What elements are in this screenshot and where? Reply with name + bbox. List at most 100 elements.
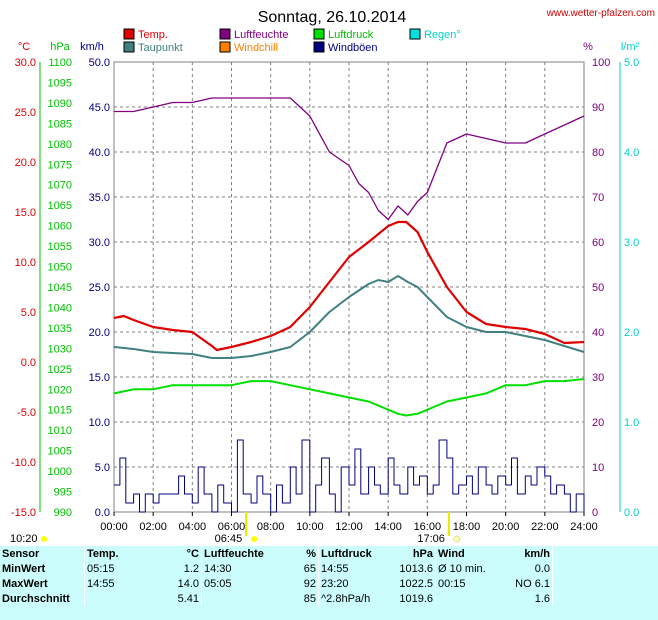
stats-time — [84, 591, 159, 606]
humidity-tick-label: 40 — [592, 327, 604, 339]
humidity-tick-label: 60 — [592, 237, 604, 249]
pressure-tick-label: 990 — [54, 507, 72, 519]
legend-swatch — [123, 28, 135, 40]
stats-time: 00:15 — [435, 576, 510, 591]
legend-label: Windböen — [328, 42, 378, 54]
stats-value: 1019.6 — [399, 592, 433, 605]
stats-header-press-unit: hPa — [412, 547, 433, 560]
stats-row-min: MinWert 05:15 1.2 14:30 65 14:55 1013.6 … — [0, 561, 658, 576]
stats-label: MaxWert — [2, 577, 48, 590]
legend-label: Windchill — [234, 42, 278, 54]
stats-value: 14.0 — [177, 577, 199, 590]
rain-tick-label: 0.0 — [624, 507, 639, 519]
x-tick-label: 12:00 — [335, 521, 363, 533]
stats-value: 65 — [303, 562, 316, 575]
pressure-tick-label: 1075 — [48, 159, 72, 171]
stats-time: ^2.8hPa/h — [318, 591, 393, 606]
series-line-luftdruck — [113, 378, 585, 417]
humidity-tick-label: 10 — [592, 462, 604, 474]
stats-row-max: MaxWert 14:55 14.0 05:05 92 23:20 1022.5… — [0, 576, 658, 591]
temp-tick-label: 0.0 — [21, 357, 36, 369]
wind-tick-label: 30.0 — [89, 237, 110, 249]
humidity-tick-label: 0 — [592, 507, 598, 519]
chart-title: Sonntag, 26.10.2014 — [258, 9, 407, 26]
humidity-tick-label: 50 — [592, 282, 604, 294]
stats-label: MinWert — [2, 562, 46, 575]
stats-time: 05:05 — [201, 576, 276, 591]
pressure-tick-label: 1080 — [48, 139, 72, 151]
wind-tick-label: 5.0 — [95, 462, 110, 474]
stats-header-press: Luftdruck — [318, 546, 393, 561]
rain-tick-label: 3.0 — [624, 237, 639, 249]
humidity-tick-label: 100 — [592, 57, 610, 69]
pressure-tick-label: 1020 — [48, 384, 72, 396]
x-tick-label: 18:00 — [453, 521, 481, 533]
x-tick-label: 06:00 — [218, 521, 246, 533]
pressure-tick-label: 1015 — [48, 405, 72, 417]
temp-tick-label: -5.0 — [17, 407, 36, 419]
stats-table: Sensor Temp. °C Luftfeuchte % Luftdruck … — [0, 546, 658, 606]
stats-time: 14:55 — [84, 576, 159, 591]
legend-swatch — [123, 41, 135, 53]
x-tick-label: 16:00 — [414, 521, 442, 533]
stats-value: 0.0 — [534, 562, 550, 575]
y-axes: 30.0 25.0 20.0 15.0 10.0 5.0 0.0 -5.0 -10.0 -15.0… — [11, 57, 639, 519]
stats-header-hum-unit: % — [306, 547, 316, 560]
x-tick-label: 04:00 — [179, 521, 207, 533]
pressure-tick-label: 1035 — [48, 323, 72, 335]
pressure-tick-label: 1055 — [48, 241, 72, 253]
stats-header-sensor: Sensor — [2, 547, 40, 560]
rain-tick-label: 1.0 — [624, 417, 639, 429]
pressure-tick-label: 1060 — [48, 221, 72, 233]
x-tick-label: 24:00 — [570, 521, 598, 533]
stats-time: 23:20 — [318, 576, 393, 591]
site-link[interactable]: www.wetter-pfalzen.com — [546, 8, 655, 19]
wind-tick-label: 35.0 — [89, 192, 110, 204]
stats-time: 14:55 — [318, 561, 393, 576]
pressure-tick-label: 1030 — [48, 343, 72, 355]
x-tick-label: 10:00 — [296, 521, 324, 533]
humidity-tick-label: 70 — [592, 192, 604, 204]
stats-empty-col — [552, 576, 658, 591]
legend-swatch — [219, 28, 231, 40]
sun-icon — [251, 536, 258, 542]
rain-tick-label: 4.0 — [624, 147, 639, 159]
weather-chart: Sonntag, 26.10.2014 www.wetter-pfalzen.c… — [10, 8, 655, 545]
x-tick-label: 14:00 — [374, 521, 402, 533]
humidity-tick-label: 90 — [592, 102, 604, 114]
pressure-tick-label: 1045 — [48, 282, 72, 294]
pressure-tick-label: 1025 — [48, 364, 72, 376]
legend-label: Luftfeuchte — [234, 29, 288, 41]
series-line-luftfeuchte — [114, 97, 585, 221]
pressure-tick-label: 1040 — [48, 302, 72, 314]
stats-time — [201, 591, 276, 606]
legend-label: Temp. — [138, 29, 168, 41]
stats-header-temp-unit: °C — [186, 547, 199, 560]
pressure-tick-label: 1010 — [48, 425, 72, 437]
pressure-tick-label: 1070 — [48, 180, 72, 192]
stats-value: 5.41 — [177, 592, 199, 605]
stats-row-avg: Durchschnitt 5.41 85 ^2.8hPa/h 1019.6 1.… — [0, 591, 658, 606]
stats-header-temp: Temp. — [84, 546, 159, 561]
x-tick-label: 22:00 — [531, 521, 559, 533]
temp-tick-label: -15.0 — [11, 507, 36, 519]
stats-panel: Sensor Temp. °C Luftfeuchte % Luftdruck … — [0, 546, 658, 620]
pressure-tick-label: 1085 — [48, 118, 72, 130]
stats-header-wind: Wind — [435, 546, 510, 561]
x-tick-label: 02:00 — [139, 521, 167, 533]
x-tick-label: 00:00 — [100, 521, 128, 533]
pressure-axis-unit: hPa — [50, 41, 70, 53]
stats-header-wind-unit: km/h — [524, 547, 550, 560]
grid — [114, 62, 584, 512]
series-lines — [113, 97, 585, 513]
stats-value: 1.6 — [534, 592, 550, 605]
legend-swatch — [313, 41, 325, 53]
legend-swatch — [313, 28, 325, 40]
stats-value: 1.2 — [183, 562, 199, 575]
series-line-temp — [113, 220, 585, 352]
pressure-tick-label: 1005 — [48, 446, 72, 458]
temp-tick-label: 30.0 — [15, 57, 36, 69]
stats-time: 14:30 — [201, 561, 276, 576]
temp-axis-unit: °C — [18, 41, 30, 53]
